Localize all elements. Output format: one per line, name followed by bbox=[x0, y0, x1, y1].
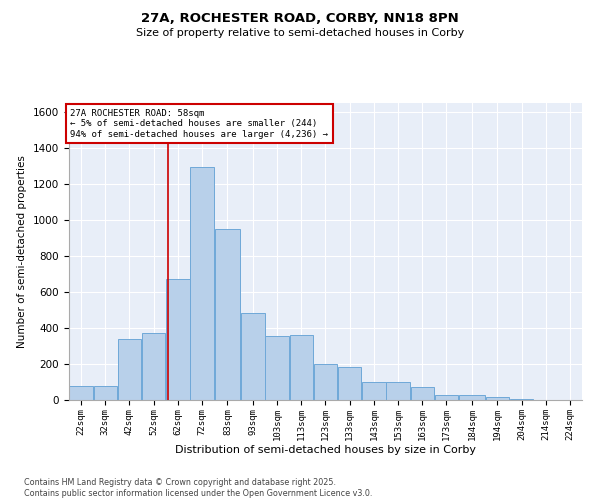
Bar bbox=[485, 398, 509, 400]
Bar bbox=[166, 279, 190, 400]
Bar bbox=[435, 394, 458, 400]
Y-axis label: Number of semi-detached properties: Number of semi-detached properties bbox=[17, 155, 28, 348]
Bar bbox=[215, 228, 241, 400]
Bar bbox=[241, 314, 265, 400]
Text: Contains HM Land Registry data © Crown copyright and database right 2025.
Contai: Contains HM Land Registry data © Crown c… bbox=[24, 478, 373, 498]
Bar bbox=[338, 366, 361, 400]
Bar bbox=[118, 338, 141, 400]
Bar bbox=[362, 382, 386, 400]
Bar bbox=[459, 396, 485, 400]
Bar bbox=[290, 335, 313, 400]
Text: 27A, ROCHESTER ROAD, CORBY, NN18 8PN: 27A, ROCHESTER ROAD, CORBY, NN18 8PN bbox=[141, 12, 459, 26]
Bar bbox=[510, 399, 533, 400]
Bar bbox=[70, 386, 93, 400]
Bar bbox=[386, 382, 410, 400]
Bar bbox=[190, 166, 214, 400]
Text: Size of property relative to semi-detached houses in Corby: Size of property relative to semi-detach… bbox=[136, 28, 464, 38]
Bar bbox=[265, 336, 289, 400]
Text: 27A ROCHESTER ROAD: 58sqm
← 5% of semi-detached houses are smaller (244)
94% of : 27A ROCHESTER ROAD: 58sqm ← 5% of semi-d… bbox=[70, 109, 328, 138]
X-axis label: Distribution of semi-detached houses by size in Corby: Distribution of semi-detached houses by … bbox=[175, 446, 476, 456]
Bar bbox=[410, 388, 434, 400]
Bar bbox=[314, 364, 337, 400]
Bar bbox=[94, 386, 117, 400]
Bar bbox=[142, 334, 166, 400]
